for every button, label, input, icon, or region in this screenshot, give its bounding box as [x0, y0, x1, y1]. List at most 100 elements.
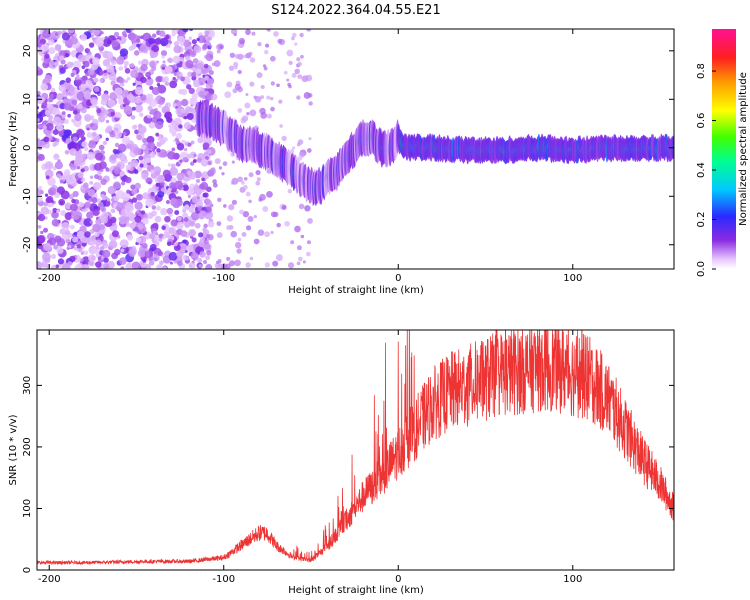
noise-blob: [109, 131, 116, 138]
noise-blob: [131, 261, 141, 269]
noise-blob: [61, 90, 69, 98]
noise-blob: [276, 83, 280, 88]
noise-blob: [171, 29, 178, 35]
noise-blob: [229, 52, 236, 58]
colorbar-gradient: [712, 29, 736, 269]
noise-blob: [169, 182, 176, 189]
noise-blob: [65, 137, 72, 144]
noise-blob: [37, 213, 46, 222]
noise-blob: [47, 118, 53, 124]
noise-blob: [130, 69, 139, 79]
noise-blob: [69, 255, 76, 263]
noise-blob: [236, 248, 242, 254]
noise-blob: [84, 147, 89, 152]
noise-blob: [138, 155, 144, 161]
noise-blob: [273, 211, 279, 218]
noise-blob: [90, 32, 95, 36]
noise-blob: [70, 72, 75, 78]
spectrogram-x-ticks: -200 -100 0 100: [38, 29, 582, 284]
noise-blob: [142, 192, 150, 200]
noise-blob: [120, 181, 126, 186]
noise-blob: [68, 162, 73, 167]
noise-blob: [131, 106, 136, 111]
noise-blob: [121, 31, 127, 36]
noise-blob: [198, 78, 206, 86]
noise-blob: [197, 137, 204, 144]
noise-blob: [207, 161, 212, 166]
noise-blob: [95, 218, 102, 226]
noise-blob: [37, 124, 42, 129]
noise-blob: [217, 259, 222, 263]
noise-blob: [266, 113, 272, 119]
noise-blob: [99, 50, 103, 54]
noise-blob: [134, 129, 139, 135]
noise-blob: [239, 209, 244, 215]
noise-blob: [237, 237, 242, 242]
noise-blob: [85, 72, 90, 77]
noise-blob: [213, 60, 221, 68]
noise-blob: [298, 156, 303, 161]
noise-blob: [133, 50, 140, 56]
noise-blob: [294, 42, 298, 46]
noise-blob: [91, 37, 95, 41]
noise-blob: [60, 190, 70, 200]
noise-blob: [284, 220, 290, 227]
noise-blob: [119, 77, 125, 84]
noise-blob: [137, 125, 147, 134]
noise-blob: [222, 161, 228, 166]
noise-blob: [155, 132, 160, 137]
noise-blob: [83, 250, 89, 256]
noise-blob: [79, 165, 84, 169]
noise-blob: [39, 38, 46, 45]
noise-blob: [262, 64, 267, 68]
noise-blob: [93, 64, 99, 69]
noise-blob: [106, 198, 111, 202]
noise-blob: [212, 182, 218, 188]
noise-blob: [65, 77, 72, 83]
noise-blob: [260, 95, 264, 100]
noise-blob: [44, 109, 51, 116]
noise-blob: [114, 87, 123, 96]
noise-blob: [94, 174, 100, 180]
noise-blob: [237, 86, 243, 93]
noise-blob: [149, 61, 156, 68]
noise-blob: [253, 214, 257, 219]
noise-blob: [82, 182, 89, 189]
noise-blob: [197, 35, 206, 44]
noise-blob: [205, 255, 211, 261]
noise-blob: [67, 261, 73, 266]
noise-blob: [242, 184, 248, 190]
noise-blob: [248, 51, 253, 56]
spectrogram-y-ticks: -20 -10 0 10 20: [22, 44, 674, 253]
noise-blob: [53, 61, 60, 67]
noise-blob: [255, 180, 261, 186]
noise-blob: [58, 198, 66, 206]
noise-blob: [196, 37, 200, 42]
noise-blob: [111, 230, 120, 238]
noise-blob: [68, 141, 78, 151]
noise-blob: [105, 167, 110, 172]
noise-blob: [60, 120, 65, 124]
noise-blob: [270, 81, 275, 86]
noise-blob: [178, 89, 184, 95]
noise-blob: [109, 216, 117, 224]
noise-blob: [124, 201, 134, 211]
noise-blob: [184, 204, 189, 209]
noise-blob: [192, 159, 197, 163]
noise-blob: [195, 178, 201, 184]
noise-blob: [180, 230, 188, 237]
x-tick-label: 0: [395, 273, 401, 284]
noise-blob: [291, 32, 297, 38]
noise-blob: [44, 161, 54, 170]
noise-blob: [42, 125, 47, 130]
noise-blob: [203, 242, 211, 250]
noise-blob: [154, 37, 162, 45]
noise-blob: [155, 76, 162, 83]
noise-blob: [171, 132, 177, 137]
noise-blob: [178, 124, 183, 129]
noise-blob: [114, 248, 121, 256]
noise-blob: [45, 175, 50, 180]
noise-blob: [167, 163, 171, 167]
noise-blob: [151, 65, 157, 72]
noise-blob: [214, 158, 221, 165]
